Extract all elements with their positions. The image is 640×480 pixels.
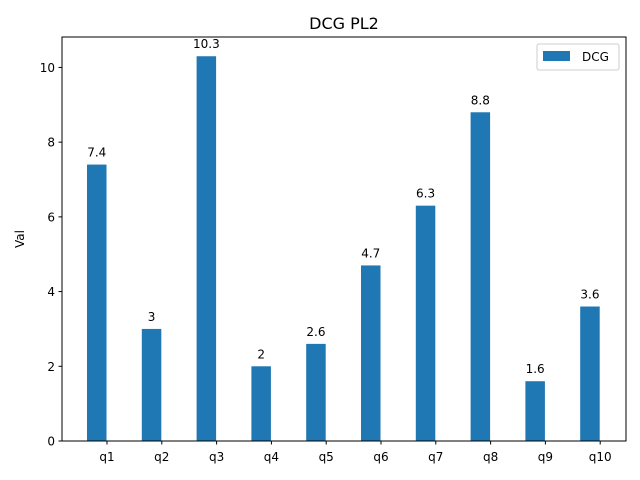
bar-q8	[470, 112, 491, 442]
bar-q2	[141, 328, 162, 441]
bar-q6	[361, 265, 381, 441]
bar-value-label-q3: 10.3	[193, 37, 220, 51]
x-tick-label-q2: q2	[154, 450, 169, 464]
bar-value-label-q6: 4.7	[361, 246, 380, 260]
y-axis-label: Val	[13, 230, 27, 248]
x-tick-label-q3: q3	[209, 450, 224, 464]
y-tick-label-10: 10	[40, 61, 55, 75]
bar-value-label-q7: 6.3	[416, 187, 435, 201]
bar-value-label-q8: 8.8	[471, 93, 490, 107]
bar-labels-group: 7.4 3 10.3 2 2.6 4.7 6.3 8.8 1.6 3.6	[87, 37, 599, 376]
y-tick-label-2: 2	[47, 360, 55, 374]
bar-value-label-q2: 3	[148, 310, 156, 324]
x-tick-label-q9: q9	[538, 450, 553, 464]
y-tick-label-6: 6	[47, 210, 55, 224]
x-tick-label-q4: q4	[264, 450, 279, 464]
bar-q7	[415, 205, 436, 441]
bar-q5	[306, 343, 326, 441]
y-axis: 0 2 4 6 8 10	[40, 61, 62, 449]
bars-group	[87, 56, 600, 442]
plot-frame	[61, 36, 627, 442]
x-axis: q1 q2 q3 q4 q5 q6 q7 q8 q9 q10	[99, 441, 612, 464]
bar-q1	[87, 164, 107, 441]
legend-entry-dcg: DCG	[582, 50, 609, 64]
legend-swatch	[543, 51, 570, 61]
chart-title: DCG PL2	[309, 14, 379, 33]
legend-box	[536, 43, 620, 71]
bar-value-label-q4: 2	[257, 347, 265, 361]
bar-value-label-q1: 7.4	[87, 146, 106, 160]
bar-value-label-q10: 3.6	[580, 288, 599, 302]
x-tick-label-q5: q5	[319, 450, 334, 464]
legend: DCG	[536, 43, 620, 71]
x-tick-label-q7: q7	[428, 450, 443, 464]
bar-value-label-q9: 1.6	[526, 362, 545, 376]
x-tick-label-q1: q1	[99, 450, 114, 464]
bar-value-label-q5: 2.6	[306, 325, 325, 339]
y-tick-label-8: 8	[47, 136, 55, 150]
x-tick-label-q8: q8	[483, 450, 498, 464]
bar-q4	[251, 366, 271, 441]
bar-q9	[525, 381, 545, 441]
bar-q3	[196, 56, 217, 442]
y-tick-label-0: 0	[47, 435, 55, 449]
y-tick-label-4: 4	[47, 285, 55, 299]
x-tick-label-q6: q6	[373, 450, 388, 464]
x-tick-label-q10: q10	[589, 450, 612, 464]
bar-q10	[580, 306, 600, 441]
